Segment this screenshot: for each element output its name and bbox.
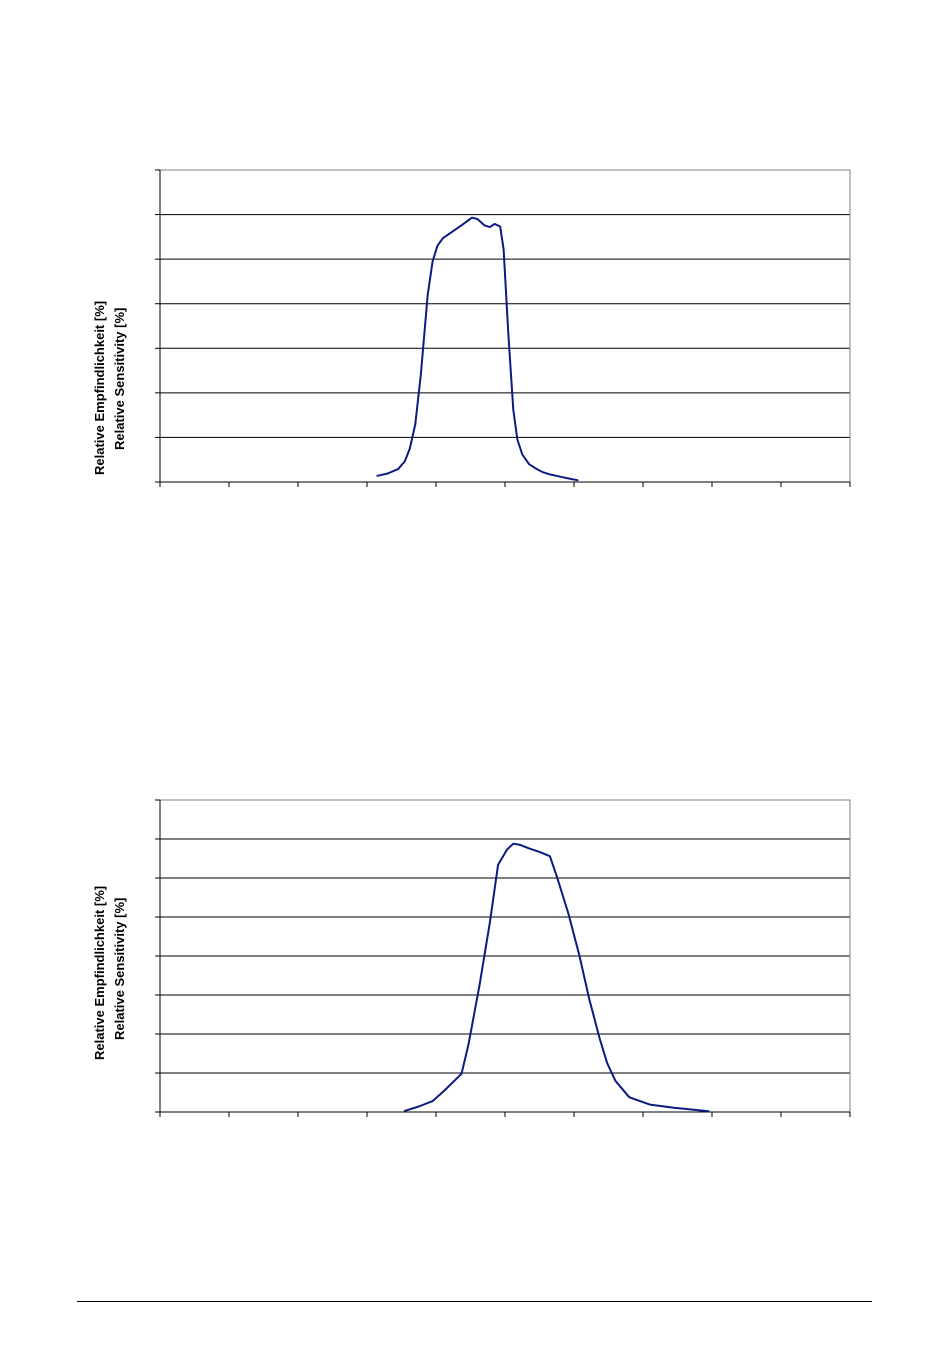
- chart-1-ylabel-en: Relative Sensitivity [%]: [112, 308, 127, 450]
- series-line-2-0: [403, 842, 710, 1113]
- chart-1-ticks: [155, 169, 851, 487]
- footer-rule: [77, 1301, 872, 1302]
- chart-2-ylabel-en: Relative Sensitivity [%]: [112, 898, 127, 1040]
- series-line-1-0: [376, 216, 579, 482]
- chart-2-ylabel-de: Relative Empfindlichkeit [%]: [92, 886, 107, 1060]
- chart-2-series: [403, 842, 710, 1113]
- chart-1-gridlines: [160, 214, 850, 438]
- chart-2-svg: Relative Empfindlichkeit [%] Relative Se…: [92, 799, 851, 1117]
- chart-2-gridlines: [160, 838, 850, 1074]
- chart-1-frame: [159, 169, 851, 483]
- chart-2-ticks: [155, 799, 851, 1117]
- chart-2: Relative Empfindlichkeit [%] Relative Se…: [0, 780, 950, 1140]
- chart-1-ylabel-de: Relative Empfindlichkeit [%]: [92, 301, 107, 475]
- chart-1: Relative Empfindlichkeit [%] Relative Se…: [0, 150, 950, 510]
- chart-1-svg: Relative Empfindlichkeit [%] Relative Se…: [92, 169, 851, 487]
- chart-1-series: [376, 216, 579, 482]
- plot-area-border-1: [159, 169, 851, 483]
